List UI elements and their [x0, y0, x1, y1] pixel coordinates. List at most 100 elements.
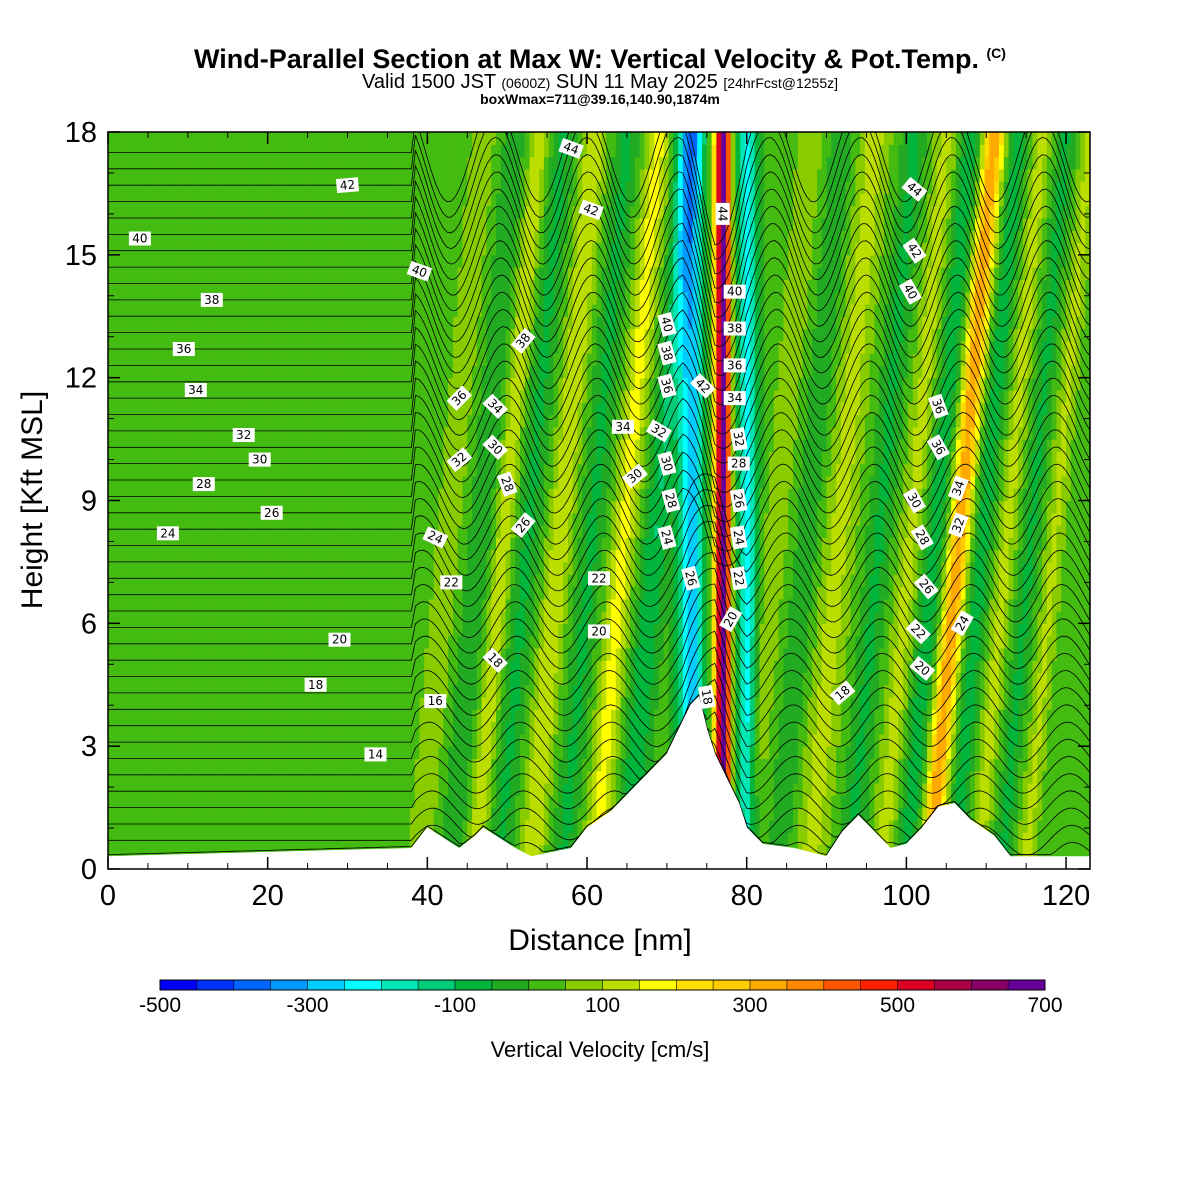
- velocity-cell: [170, 832, 176, 845]
- velocity-cell: [328, 574, 334, 588]
- velocity-cell: [424, 218, 430, 231]
- velocity-cell: [108, 697, 114, 710]
- velocity-cell: [246, 193, 253, 207]
- velocity-cell: [323, 205, 329, 219]
- velocity-cell: [481, 623, 487, 637]
- velocity-cell: [424, 500, 430, 514]
- velocity-cell: [443, 783, 449, 796]
- velocity-cell: [352, 709, 358, 723]
- velocity-cell: [452, 439, 459, 452]
- velocity-cell: [357, 672, 363, 686]
- velocity-cell: [371, 168, 377, 182]
- velocity-cell: [395, 807, 401, 821]
- velocity-cell: [280, 316, 286, 330]
- velocity-cell: [309, 242, 315, 256]
- velocity-cell: [223, 832, 229, 845]
- velocity-cell: [155, 475, 162, 489]
- velocity-cell: [270, 586, 277, 600]
- velocity-cell: [414, 304, 420, 317]
- velocity-cell: [347, 365, 353, 379]
- velocity-cell: [337, 218, 344, 231]
- velocity-cell: [381, 377, 387, 391]
- velocity-cell: [500, 819, 507, 833]
- velocity-cell: [462, 279, 468, 293]
- velocity-cell: [246, 475, 253, 489]
- velocity-cell: [203, 254, 210, 268]
- velocity-cell: [318, 561, 325, 575]
- velocity-cell: [361, 316, 368, 330]
- velocity-cell: [160, 377, 167, 391]
- velocity-cell: [155, 770, 162, 784]
- velocity-cell: [381, 353, 387, 366]
- velocity-cell: [462, 549, 468, 563]
- velocity-cell: [491, 795, 497, 809]
- velocity-cell: [184, 304, 190, 317]
- velocity-cell: [199, 500, 205, 514]
- velocity-cell: [496, 746, 502, 760]
- velocity-cell: [385, 340, 392, 354]
- velocity-cell: [405, 721, 411, 735]
- velocity-cell: [500, 537, 507, 551]
- velocity-cell: [261, 561, 267, 575]
- velocity-cell: [342, 795, 349, 809]
- velocity-cell: [199, 426, 205, 440]
- velocity-cell: [347, 684, 353, 698]
- velocity-cell: [189, 414, 195, 428]
- velocity-cell: [381, 500, 387, 514]
- velocity-cell: [395, 328, 401, 342]
- velocity-cell: [357, 353, 363, 366]
- velocity-cell: [371, 598, 377, 612]
- velocity-cell: [381, 783, 387, 796]
- velocity-cell: [208, 783, 214, 796]
- velocity-cell: [108, 525, 114, 538]
- velocity-cell: [318, 377, 325, 391]
- velocity-cell: [376, 561, 382, 575]
- velocity-cell: [117, 598, 123, 612]
- velocity-cell: [203, 144, 210, 158]
- velocity-cell: [242, 635, 248, 649]
- velocity-cell: [141, 721, 147, 735]
- velocity-cell: [146, 254, 152, 268]
- velocity-cell: [127, 770, 133, 784]
- velocity-cell: [165, 205, 171, 219]
- velocity-cell: [208, 414, 214, 428]
- velocity-cell: [381, 316, 387, 330]
- velocity-cell: [337, 353, 344, 366]
- velocity-cell: [112, 451, 119, 465]
- velocity-cell: [443, 647, 449, 661]
- velocity-cell: [208, 733, 214, 747]
- velocity-cell: [323, 168, 329, 182]
- velocity-cell: [132, 574, 138, 588]
- velocity-cell: [122, 439, 128, 452]
- velocity-cell: [361, 291, 368, 305]
- velocity-cell: [165, 254, 171, 268]
- velocity-cell: [194, 242, 200, 256]
- velocity-cell: [333, 279, 339, 293]
- velocity-cell: [424, 709, 430, 723]
- velocity-cell: [242, 549, 248, 563]
- velocity-cell: [337, 156, 344, 170]
- velocity-cell: [337, 733, 344, 747]
- velocity-cell: [261, 770, 267, 784]
- velocity-cell: [203, 844, 210, 858]
- velocity-cell: [452, 230, 459, 244]
- velocity-cell: [376, 660, 382, 674]
- velocity-cell: [414, 242, 420, 256]
- velocity-cell: [371, 623, 377, 637]
- velocity-cell: [314, 365, 320, 379]
- velocity-cell: [108, 647, 114, 661]
- velocity-cell: [476, 512, 483, 526]
- velocity-cell: [194, 647, 200, 661]
- velocity-cell: [376, 254, 382, 268]
- velocity-cell: [155, 156, 162, 170]
- velocity-cell: [486, 475, 492, 489]
- velocity-cell: [337, 242, 344, 256]
- velocity-cell: [151, 218, 157, 231]
- velocity-cell: [381, 389, 387, 403]
- velocity-cell: [242, 205, 248, 219]
- velocity-cell: [333, 709, 339, 723]
- velocity-cell: [285, 340, 291, 354]
- velocity-cell: [443, 525, 449, 538]
- velocity-cell: [155, 193, 162, 207]
- velocity-cell: [323, 783, 329, 796]
